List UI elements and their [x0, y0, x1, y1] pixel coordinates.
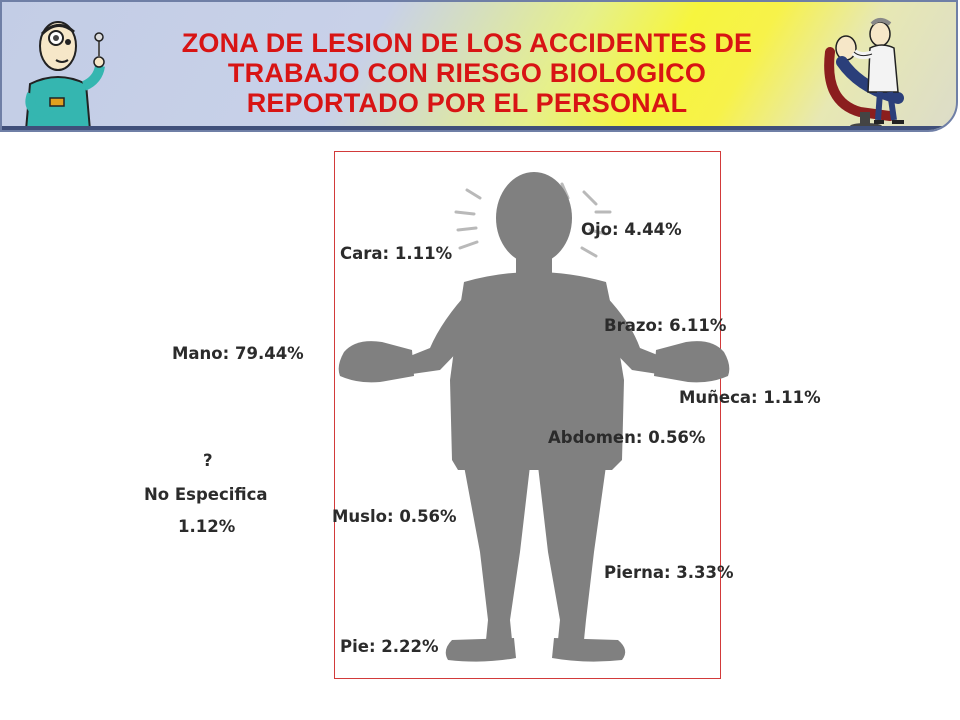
- zone-label-no-especifica: No Especifica: [144, 485, 268, 504]
- figure-frame: [334, 151, 721, 679]
- header-banner: ZONA DE LESION DE LOS ACCIDENTES DE TRAB…: [0, 0, 958, 132]
- title-line-3: REPORTADO POR EL PERSONAL: [246, 88, 688, 118]
- zone-label-brazo: Brazo: 6.11%: [604, 316, 727, 335]
- zone-label-ojo: Ojo: 4.44%: [581, 220, 682, 239]
- zone-value-no-especifica: 1.12%: [178, 517, 236, 536]
- title-line-1: ZONA DE LESION DE LOS ACCIDENTES DE: [181, 28, 753, 58]
- dentist-treating-patient-icon: [824, 18, 904, 129]
- zone-label-muneca: Muñeca: 1.11%: [679, 388, 821, 407]
- zone-label-pierna: Pierna: 3.33%: [604, 563, 734, 582]
- unknown-zone-mark: ?: [203, 451, 213, 470]
- zone-label-abdomen: Abdomen: 0.56%: [548, 428, 706, 447]
- silhouette-body: [334, 172, 730, 662]
- zone-label-muslo: Muslo: 0.56%: [332, 507, 457, 526]
- zone-label-mano: Mano: 79.44%: [172, 344, 304, 363]
- zone-label-pie: Pie: 2.22%: [340, 637, 439, 656]
- emphasis-lines: [454, 182, 612, 258]
- human-silhouette-icon: [334, 172, 730, 662]
- page-title: ZONA DE LESION DE LOS ACCIDENTES DE TRAB…: [132, 28, 802, 118]
- dentist-with-mirror-icon: [24, 21, 105, 130]
- title-line-2: TRABAJO CON RIESGO BIOLOGICO: [227, 58, 707, 88]
- zone-label-cara: Cara: 1.11%: [340, 244, 453, 263]
